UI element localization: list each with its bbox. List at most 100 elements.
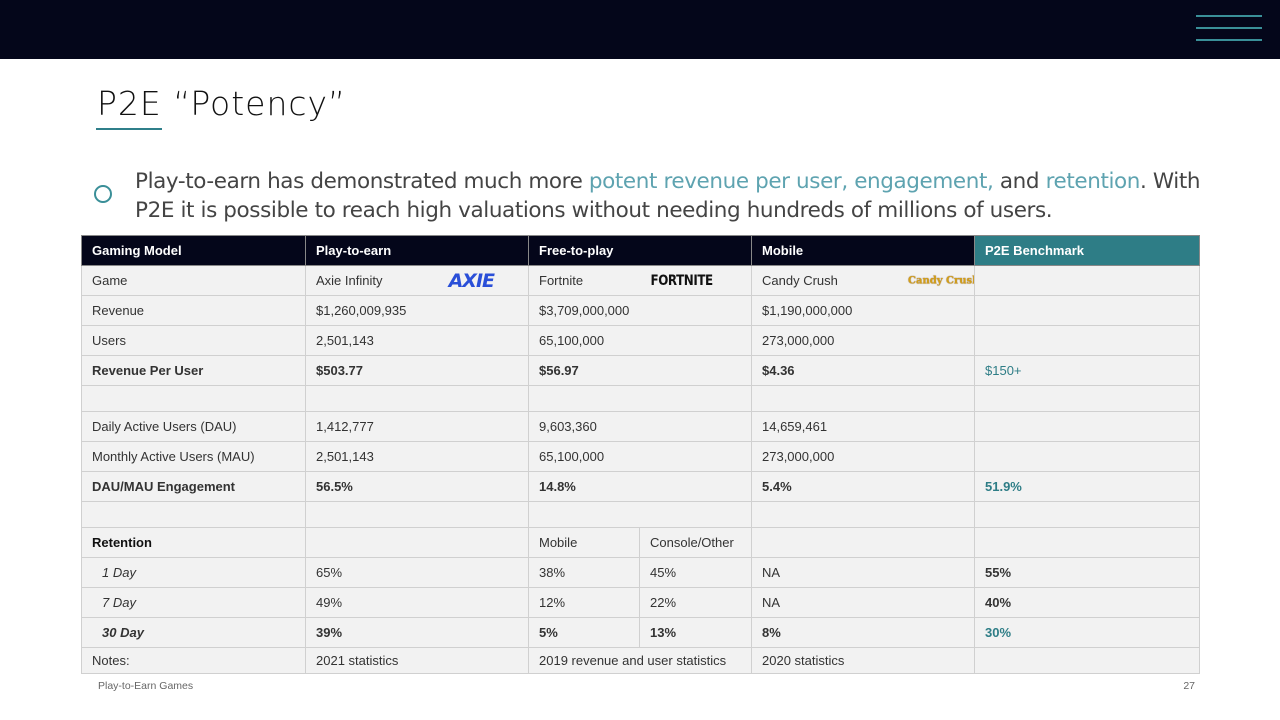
table-cell: 22% — [639, 587, 752, 618]
table-cell: $1,190,000,000 — [751, 295, 975, 326]
table-row: Daily Active Users (DAU) 1,412,777 9,603… — [81, 411, 1200, 442]
table-cell: 8% — [751, 617, 975, 648]
row-label: Retention — [81, 527, 306, 558]
spacer-row — [81, 385, 1200, 412]
table-cell: NA — [751, 587, 975, 618]
header-mobile: Mobile — [751, 235, 975, 266]
table-row: 7 Day 49% 12% 22% NA 40% — [81, 587, 1200, 618]
title-underline — [96, 128, 162, 130]
header-play-to-earn: Play-to-earn — [305, 235, 529, 266]
fortnite-logo: FORTNITE — [650, 272, 713, 289]
table-cell: Candy Crush Candy Crush — [751, 265, 975, 296]
table-cell: 49% — [305, 587, 529, 618]
header-free-to-play: Free-to-play — [528, 235, 752, 266]
row-label: 1 Day — [81, 557, 306, 588]
game-name: Axie Infinity — [316, 273, 383, 288]
lead-paragraph: Play-to-earn has demonstrated much more … — [135, 167, 1205, 225]
table-cell: $4.36 — [751, 355, 975, 386]
page-number: 27 — [1183, 680, 1195, 692]
table-cell: Fortnite FORTNITE — [528, 265, 752, 296]
benchmark-cell: 55% — [974, 557, 1200, 588]
table-cell — [974, 325, 1200, 356]
table-cell: 273,000,000 — [751, 441, 975, 472]
benchmark-cell: 40% — [974, 587, 1200, 618]
table-cell: 38% — [528, 557, 640, 588]
table-cell: 2019 revenue and user statistics — [528, 647, 752, 674]
table-cell: 39% — [305, 617, 529, 648]
table-cell: 13% — [639, 617, 752, 648]
table-row: Monthly Active Users (MAU) 2,501,143 65,… — [81, 441, 1200, 472]
table-cell: 14.8% — [528, 471, 752, 502]
table-cell: 65,100,000 — [528, 441, 752, 472]
table-cell — [974, 527, 1200, 558]
benchmark-cell: 30% — [974, 617, 1200, 648]
table-cell: $3,709,000,000 — [528, 295, 752, 326]
candy-crush-logo: Candy Crush — [908, 275, 975, 286]
game-name: Fortnite — [539, 273, 584, 288]
table-cell: 2,501,143 — [305, 325, 529, 356]
table-cell: Axie Infinity AXIE — [305, 265, 529, 296]
row-label: Revenue — [81, 295, 306, 326]
slide-title: P2E “Potency” — [97, 84, 347, 123]
header-p2e-benchmark: P2E Benchmark — [974, 235, 1200, 266]
table-cell: 5% — [528, 617, 640, 648]
table-row: Users 2,501,143 65,100,000 273,000,000 — [81, 325, 1200, 356]
row-label: Monthly Active Users (MAU) — [81, 441, 306, 472]
game-name: Candy Crush — [762, 273, 838, 288]
table-cell: 2020 statistics — [751, 647, 975, 674]
table-cell: 65% — [305, 557, 529, 588]
subheader-console-other: Console/Other — [639, 527, 752, 558]
table-cell: 9,603,360 — [528, 411, 752, 442]
benchmark-cell: $150+ — [974, 355, 1200, 386]
row-label: Users — [81, 325, 306, 356]
axie-infinity-logo: AXIE — [448, 269, 495, 292]
table-cell: 12% — [528, 587, 640, 618]
table-cell: NA — [751, 557, 975, 588]
row-label: Notes: — [81, 647, 306, 674]
table-cell: 2021 statistics — [305, 647, 529, 674]
benchmark-cell: 51.9% — [974, 471, 1200, 502]
footer-label: Play-to-Earn Games — [98, 680, 194, 692]
table-row: DAU/MAU Engagement 56.5% 14.8% 5.4% 51.9… — [81, 471, 1200, 502]
table-cell — [974, 411, 1200, 442]
row-label: 7 Day — [81, 587, 306, 618]
table-row: Notes: 2021 statistics 2019 revenue and … — [81, 647, 1200, 674]
table-header-row: Gaming Model Play-to-earn Free-to-play M… — [81, 235, 1200, 266]
table-cell — [974, 265, 1200, 296]
row-label: 30 Day — [81, 617, 306, 648]
spacer-row — [81, 501, 1200, 528]
table-cell: 45% — [639, 557, 752, 588]
table-cell: $503.77 — [305, 355, 529, 386]
table-cell — [305, 527, 529, 558]
lead-highlight-2: retention — [1045, 169, 1141, 194]
row-label: DAU/MAU Engagement — [81, 471, 306, 502]
circle-bullet-icon — [94, 185, 112, 203]
header-gaming-model: Gaming Model — [81, 235, 306, 266]
table-row: 30 Day 39% 5% 13% 8% 30% — [81, 617, 1200, 648]
table-cell: $1,260,009,935 — [305, 295, 529, 326]
table-cell: 2,501,143 — [305, 441, 529, 472]
row-label: Daily Active Users (DAU) — [81, 411, 306, 442]
lead-text-2: and — [993, 169, 1046, 194]
table-cell: 56.5% — [305, 471, 529, 502]
lead-text-1: Play-to-earn has demonstrated much more — [135, 169, 589, 194]
lead-text-3: . With P2E it is possible to reach high … — [135, 169, 1201, 223]
comparison-table: Gaming Model Play-to-earn Free-to-play M… — [81, 235, 1200, 674]
table-row: 1 Day 65% 38% 45% NA 55% — [81, 557, 1200, 588]
lead-highlight-1: potent revenue per user, engagement, — [588, 169, 994, 194]
table-row: Retention Mobile Console/Other — [81, 527, 1200, 558]
subheader-mobile: Mobile — [528, 527, 640, 558]
table-cell: $56.97 — [528, 355, 752, 386]
row-label: Game — [81, 265, 306, 296]
table-cell: 65,100,000 — [528, 325, 752, 356]
table-cell — [974, 441, 1200, 472]
table-row: Revenue $1,260,009,935 $3,709,000,000 $1… — [81, 295, 1200, 326]
table-cell: 273,000,000 — [751, 325, 975, 356]
table-cell: 1,412,777 — [305, 411, 529, 442]
table-cell: 14,659,461 — [751, 411, 975, 442]
table-row: Revenue Per User $503.77 $56.97 $4.36 $1… — [81, 355, 1200, 386]
top-bar — [0, 0, 1280, 59]
row-label: Revenue Per User — [81, 355, 306, 386]
table-row: Game Axie Infinity AXIE Fortnite FORTNITE … — [81, 265, 1200, 296]
table-cell: 5.4% — [751, 471, 975, 502]
